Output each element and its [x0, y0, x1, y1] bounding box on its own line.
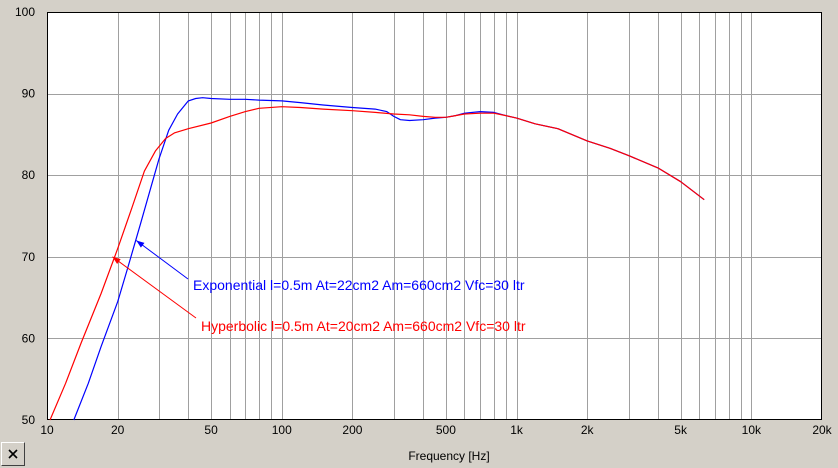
plot-border	[47, 12, 822, 420]
annotation-arrow	[112, 256, 197, 319]
x-tick-label: 5k	[674, 423, 688, 437]
annotation-arrow	[135, 240, 189, 280]
y-tick-label: 70	[22, 250, 36, 264]
y-tick-label: 80	[22, 168, 36, 182]
close-icon	[8, 449, 18, 459]
x-tick-label: 10k	[742, 423, 762, 437]
x-tick-label: 2k	[581, 423, 595, 437]
x-tick-label: 200	[342, 423, 362, 437]
series-line-hyperbolic	[49, 106, 705, 421]
x-tick-label: 10	[40, 423, 54, 437]
x-axis-label: Frequency [Hz]	[408, 449, 489, 463]
tick-labels: 10 20 50 100 200 500 1k 2k 5k 10k 20k 50 60 70 80 90 100	[15, 5, 833, 437]
grid	[47, 12, 822, 420]
close-button[interactable]	[1, 442, 25, 466]
annotation-label: Hyperbolic l=0.5m At=20cm2 Am=660cm2 Vfc…	[201, 318, 526, 334]
x-tick-label: 500	[436, 423, 456, 437]
x-tick-label: 20	[111, 423, 125, 437]
y-tick-label: 90	[22, 87, 36, 101]
series-lines	[49, 97, 705, 421]
x-tick-label: 100	[272, 423, 292, 437]
plot-area	[47, 12, 822, 420]
annotation-label: Exponential l=0.5m At=22cm2 Am=660cm2 Vf…	[193, 277, 525, 293]
y-tick-label: 100	[15, 5, 35, 19]
annotation-arrowhead	[136, 240, 145, 248]
x-tick-label: 1k	[510, 423, 524, 437]
y-tick-label: 50	[22, 413, 36, 427]
annotation-arrowhead	[112, 256, 121, 264]
y-tick-label: 60	[22, 331, 36, 345]
annotations: Exponential l=0.5m At=22cm2 Am=660cm2 Vf…	[112, 240, 526, 334]
x-tick-label: 50	[204, 423, 218, 437]
x-tick-label: 20k	[812, 423, 832, 437]
